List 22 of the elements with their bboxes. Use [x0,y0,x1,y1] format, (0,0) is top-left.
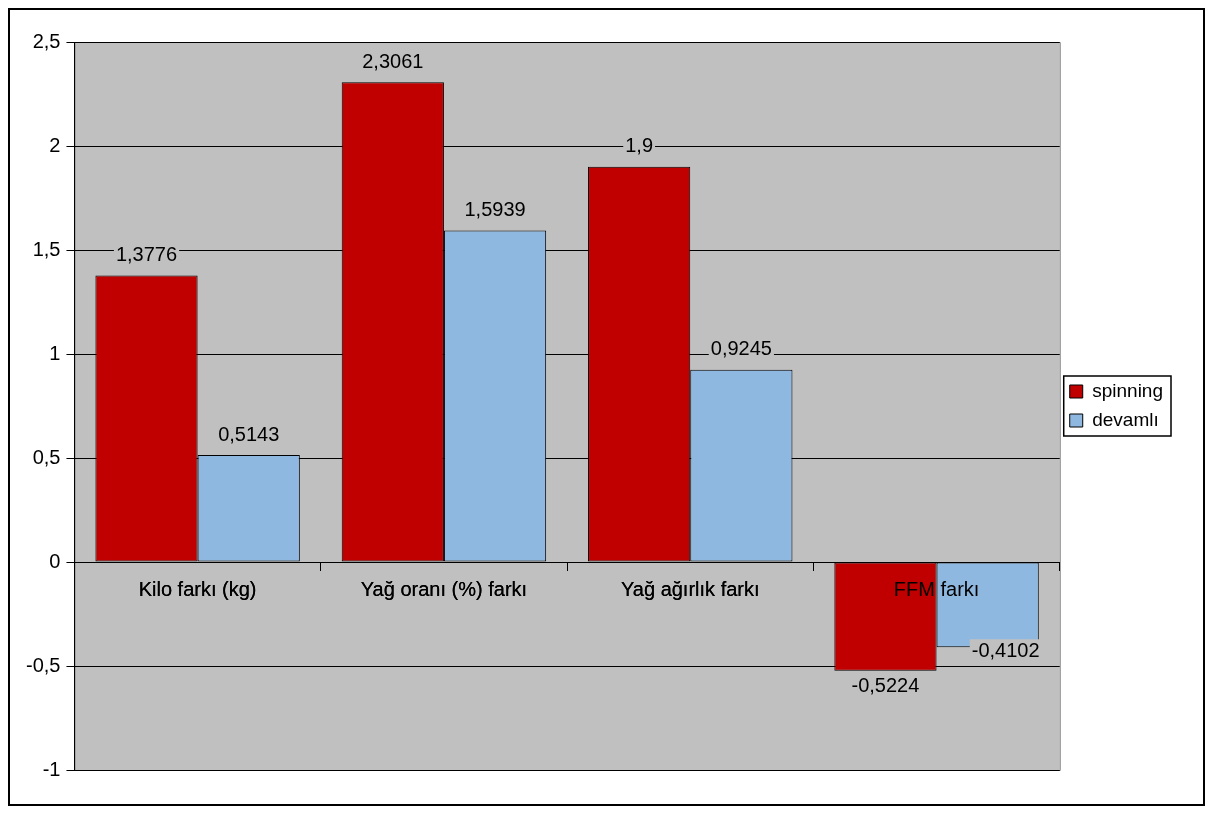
data-label: 1,5939 [464,197,526,220]
x-tick-label: Yağ ağırlık farkı [620,577,760,600]
data-label: 2,3061 [362,49,424,72]
y-tick-label: -0,5 [25,653,61,676]
y-tick-label: -1 [42,757,61,780]
x-tick-label: Kilo farkı (kg) [138,577,257,600]
data-label: 1,3776 [115,242,178,265]
data-label: 0,9245 [710,337,772,360]
y-tick-label: 0,5 [32,445,61,468]
x-tick-label: Yağ oranı (%) farkı [360,577,528,600]
data-label: -0,4102 [971,638,1040,661]
legend-label: devamlı [1092,408,1159,430]
legend-label: spinning [1092,379,1163,401]
y-tick-label: 1 [49,341,61,364]
data-label: 1,9 [625,134,654,157]
data-label: -0,5224 [851,674,920,697]
y-tick-label: 1,5 [32,237,61,260]
data-label: 0,5143 [218,422,280,445]
y-tick-label: 2,5 [32,29,61,52]
y-tick-label: 0 [49,549,61,572]
y-tick-label: 2 [49,133,61,156]
x-tick-label: FFM farkı [893,577,980,600]
